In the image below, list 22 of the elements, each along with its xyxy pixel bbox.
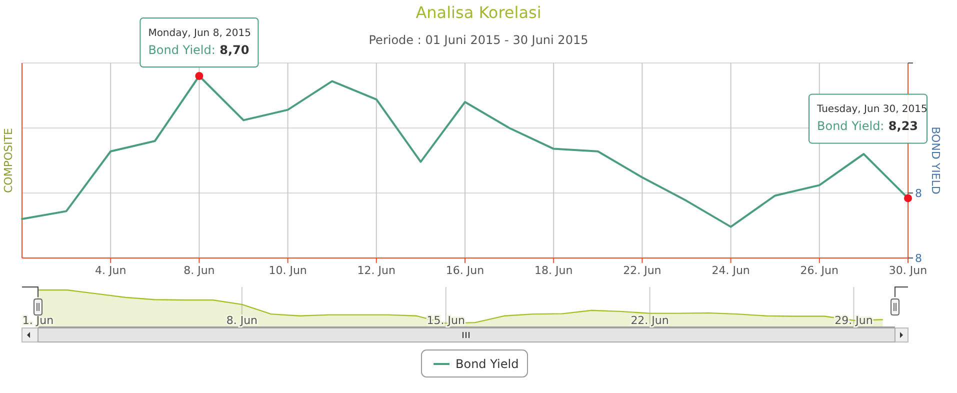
x-tick-label: 26. Jun [800, 264, 839, 277]
y2-tick-label: 8 [915, 252, 922, 265]
y2-tick-label: 8 [915, 187, 922, 200]
x-tick-label: 22. Jun [623, 264, 662, 277]
x-tick-label: 1. Jun [22, 314, 54, 327]
x-tick-label: 22. Jun [630, 314, 669, 327]
annotation: Tuesday, Jun 30, 2015 Bond Yield: 8,23 [816, 104, 928, 134]
x-tick-label: 8. Jun [184, 264, 215, 277]
x-tick-label: 12. Jun [357, 264, 396, 277]
x-tick-label: 30. Jun [888, 264, 928, 277]
x-tick-label: 4. Jun [95, 264, 126, 277]
legend-label: Bond Yield [456, 357, 519, 371]
chart-title: Analisa Korelasi [416, 3, 542, 22]
x-tick-label: 16. Jun [446, 264, 484, 277]
x-tick-label: 24. Jun [712, 264, 750, 277]
y-axis-title: COMPOSITE [2, 128, 15, 194]
x-tick-label: 8. Jun [226, 314, 258, 327]
x-tick-label: 18. Jun [534, 264, 573, 277]
x-tick-label: 10. Jun [268, 264, 307, 277]
text: Monday, Jun 8, 2015 Bond Yield: 8,70 [148, 28, 252, 57]
chart-subtitle: Periode : 01 Juni 2015 - 30 Juni 2015 [368, 33, 588, 47]
y2-axis-title: BOND YIELD [929, 126, 942, 194]
